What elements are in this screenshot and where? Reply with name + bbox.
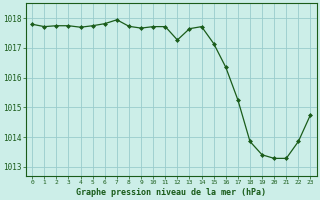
X-axis label: Graphe pression niveau de la mer (hPa): Graphe pression niveau de la mer (hPa)	[76, 188, 266, 197]
